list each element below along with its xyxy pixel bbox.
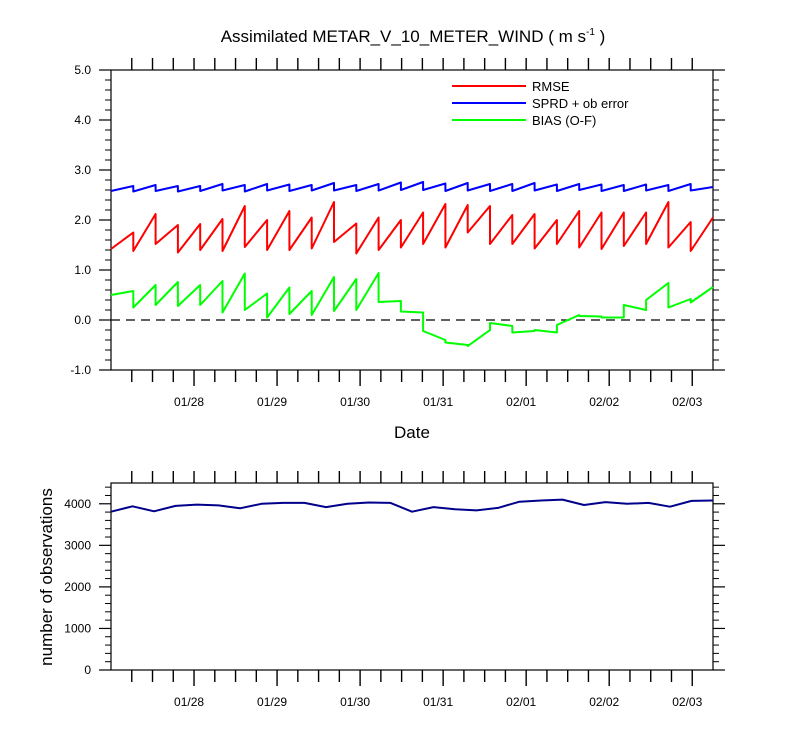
bottom-x-axis: 01/28 01/29 01/30 01/31 02/01 02/02 02/03: [174, 695, 703, 709]
chart-title-main: Assimilated METAR_V_10_METER_WIND ( m s: [221, 27, 586, 46]
bottom-plot-panel: 4000 3000 2000 1000 0 01/28 01/29 01/30 01/31 02…: [64, 471, 725, 709]
top-x-tick-label: 01/30: [340, 395, 370, 409]
top-y-tick-label: 4.0: [74, 113, 91, 127]
legend-label: SPRD + ob error: [532, 96, 629, 111]
bottom-x-tick-label: 01/30: [340, 695, 370, 709]
top-y-axis: 5.0 4.0 3.0 2.0 1.0 0.0 -1.0: [70, 63, 725, 377]
top-x-tick-label: 02/01: [506, 395, 536, 409]
bottom-y-tick-label: 3000: [64, 538, 91, 552]
top-y-tick-label: -1.0: [70, 363, 91, 377]
top-y-tick-label: 5.0: [74, 63, 91, 77]
top-y-tick-label: 0.0: [74, 313, 91, 327]
bottom-y-tick-label: 4000: [64, 497, 91, 511]
top-x-tick-label: 02/03: [672, 395, 702, 409]
bottom-x-tick-label: 02/01: [506, 695, 536, 709]
top-series-line-2: [110, 272, 714, 347]
top-plot-frame: [110, 69, 714, 371]
top-x-tick-label: 01/31: [423, 395, 453, 409]
top-y-tick-label: 2.0: [74, 213, 91, 227]
chart-title-superscript: -1: [586, 27, 595, 38]
bottom-series-group: [110, 498, 714, 513]
top-x-tick-label: 02/02: [589, 395, 619, 409]
y-axis-title-observations: number of observations: [37, 488, 56, 666]
top-series-line-1: [110, 181, 714, 193]
bottom-x-tick-label: 02/02: [589, 695, 619, 709]
bottom-x-tick-label: 01/28: [174, 695, 204, 709]
top-x-tick-label: 01/29: [257, 395, 287, 409]
bottom-y-tick-label: 1000: [64, 621, 91, 635]
top-series-line-0: [110, 201, 714, 255]
x-axis-title: Date: [394, 423, 430, 442]
bottom-y-tick-label: 0: [84, 663, 91, 677]
bottom-x-tick-label: 01/29: [257, 695, 287, 709]
top-x-axis: 01/28 01/29 01/30 01/31 02/01 02/02 02/03: [174, 395, 703, 409]
bottom-y-tick-label: 2000: [64, 580, 91, 594]
top-x-tick-label: 01/28: [174, 395, 204, 409]
top-y-tick-label: 3.0: [74, 163, 91, 177]
chart-title: Assimilated METAR_V_10_METER_WIND ( m s-…: [221, 27, 606, 46]
top-plot-panel: 5.04.03.02.01.00.0-1.0 01/28 01/29 01/30 01…: [70, 58, 725, 409]
top-y-tick-label: 1.0: [74, 263, 91, 277]
bottom-plot-frame: [110, 482, 714, 671]
chart-title-suffix: ): [595, 27, 605, 46]
bottom-y-axis: 4000 3000 2000 1000 0: [64, 486, 725, 677]
bottom-x-tick-label: 01/31: [423, 695, 453, 709]
top-series-group: [110, 181, 714, 347]
bottom-series-line-0: [110, 498, 714, 513]
top-minor-ticks: [131, 58, 693, 386]
legend-label: RMSE: [532, 79, 570, 94]
legend: RMSE SPRD + ob error BIAS (O-F): [452, 79, 629, 128]
legend-label: BIAS (O-F): [532, 113, 596, 128]
bottom-minor-ticks: [131, 471, 693, 686]
bottom-x-tick-label: 02/03: [672, 695, 702, 709]
